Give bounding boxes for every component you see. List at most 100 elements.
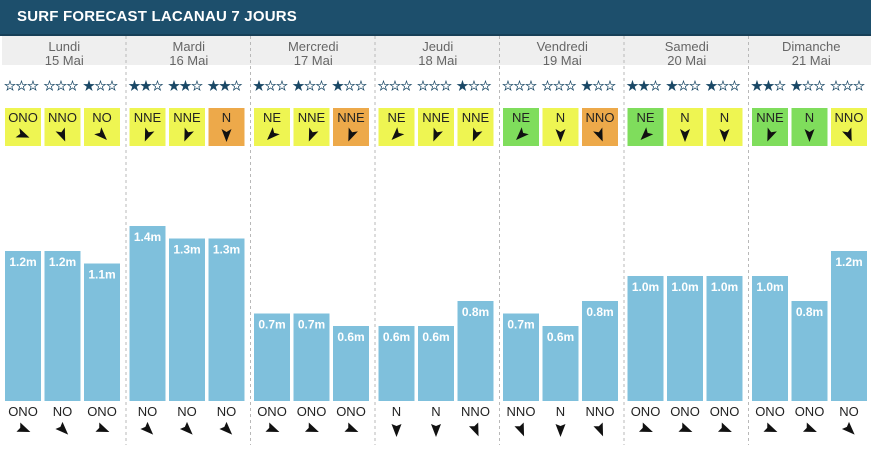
swell-arrow-icon [304,422,319,433]
star-filled-icon: ★ [706,79,717,93]
wave-height-label: 0.8m [586,305,613,319]
wind-box [831,108,867,146]
star-filled-icon: ★ [666,79,677,93]
star-filled-icon: ★ [457,79,468,93]
wave-bar [418,326,454,401]
swell-arrow-icon [678,422,693,433]
swell-direction-label: NO [177,404,197,419]
star-empty-icon: ★ [689,79,700,93]
star-empty-icon: ★ [604,79,615,93]
star-empty-icon: ★ [152,79,163,93]
star-empty-icon: ★ [774,79,785,93]
wave-bar [831,251,867,401]
wave-bar [627,276,664,401]
star-empty-icon: ★ [389,79,400,93]
star-empty-icon: ★ [16,79,27,93]
wind-direction-label: NNE [173,110,201,125]
wind-arrow-icon [472,127,483,142]
wave-bar [542,326,579,401]
star-empty-icon: ★ [417,79,428,93]
wind-arrow-icon [433,127,443,142]
wave-bar [129,226,166,401]
wind-arrow-icon [391,127,405,140]
day-name: Mardi [172,39,205,54]
star-empty-icon: ★ [429,79,440,93]
star-empty-icon: ★ [316,79,327,93]
day-date: 19 Mai [543,53,582,68]
wind-arrow-icon [804,129,815,142]
star-empty-icon: ★ [729,79,740,93]
swell-direction-label: ONO [257,404,287,419]
wind-direction-label: NNE [422,110,450,125]
star-filled-icon: ★ [751,79,762,93]
wind-box [378,108,415,146]
swell-arrow-icon [638,422,653,433]
star-filled-icon: ★ [293,79,304,93]
star-empty-icon: ★ [814,79,825,93]
star-empty-icon: ★ [842,79,853,93]
wave-height-label: 1.2m [49,255,76,269]
star-filled-icon: ★ [83,79,94,93]
star-empty-icon: ★ [378,79,389,93]
wind-arrow-icon [267,127,280,140]
wind-arrow-icon [184,127,194,142]
star-empty-icon: ★ [191,79,202,93]
day-name: Mercredi [288,39,339,54]
wave-height-label: 0.8m [462,305,489,319]
wind-box [44,108,81,146]
star-filled-icon: ★ [253,79,264,93]
wind-arrow-icon [842,127,852,142]
wind-direction-label: NO [92,110,112,125]
star-empty-icon: ★ [265,79,276,93]
star-filled-icon: ★ [627,79,638,93]
star-empty-icon: ★ [95,79,106,93]
wind-box [293,108,330,146]
wave-height-label: 1.3m [213,243,240,257]
swell-direction-label: ONO [336,404,366,419]
wind-box [582,108,618,146]
swell-direction-label: ONO [795,404,825,419]
star-empty-icon: ★ [830,79,841,93]
wind-arrow-icon [555,129,566,142]
swell-direction-label: ONO [631,404,661,419]
star-empty-icon: ★ [355,79,366,93]
swell-direction-label: ONO [87,404,117,419]
wind-direction-label: N [720,110,729,125]
star-empty-icon: ★ [440,79,451,93]
swell-direction-label: NO [839,404,859,419]
swell-direction-label: ONO [755,404,785,419]
wind-direction-label: ONO [8,110,38,125]
swell-direction-label: ONO [297,404,327,419]
day-name: Lundi [48,39,80,54]
wave-height-label: 0.6m [383,330,410,344]
day-name: Jeudi [422,39,453,54]
wave-height-label: 0.6m [547,330,574,344]
star-empty-icon: ★ [231,79,242,93]
wave-height-label: 1.0m [671,280,698,294]
swell-direction-label: ONO [670,404,700,419]
star-empty-icon: ★ [480,79,491,93]
wind-arrow-icon [719,129,730,142]
day-date: 15 Mai [45,53,84,68]
wind-direction-label: NE [636,110,654,125]
day-date: 18 Mai [418,53,457,68]
star-filled-icon: ★ [208,79,219,93]
wind-direction-label: NE [512,110,530,125]
star-filled-icon: ★ [168,79,179,93]
wind-arrow-icon [221,129,232,142]
wind-box [627,108,664,146]
wave-height-label: 0.7m [507,318,534,332]
swell-arrow-icon [802,422,817,433]
swell-arrow-icon [219,421,233,435]
wave-bar [44,251,81,401]
star-empty-icon: ★ [502,79,513,93]
star-empty-icon: ★ [593,79,604,93]
star-filled-icon: ★ [140,79,151,93]
wind-direction-label: NNE [134,110,162,125]
wave-bar [293,313,330,401]
day-header-band [375,36,500,65]
star-filled-icon: ★ [129,79,140,93]
day-date: 17 Mai [294,53,333,68]
day-header-band [126,36,251,65]
star-filled-icon: ★ [332,79,343,93]
